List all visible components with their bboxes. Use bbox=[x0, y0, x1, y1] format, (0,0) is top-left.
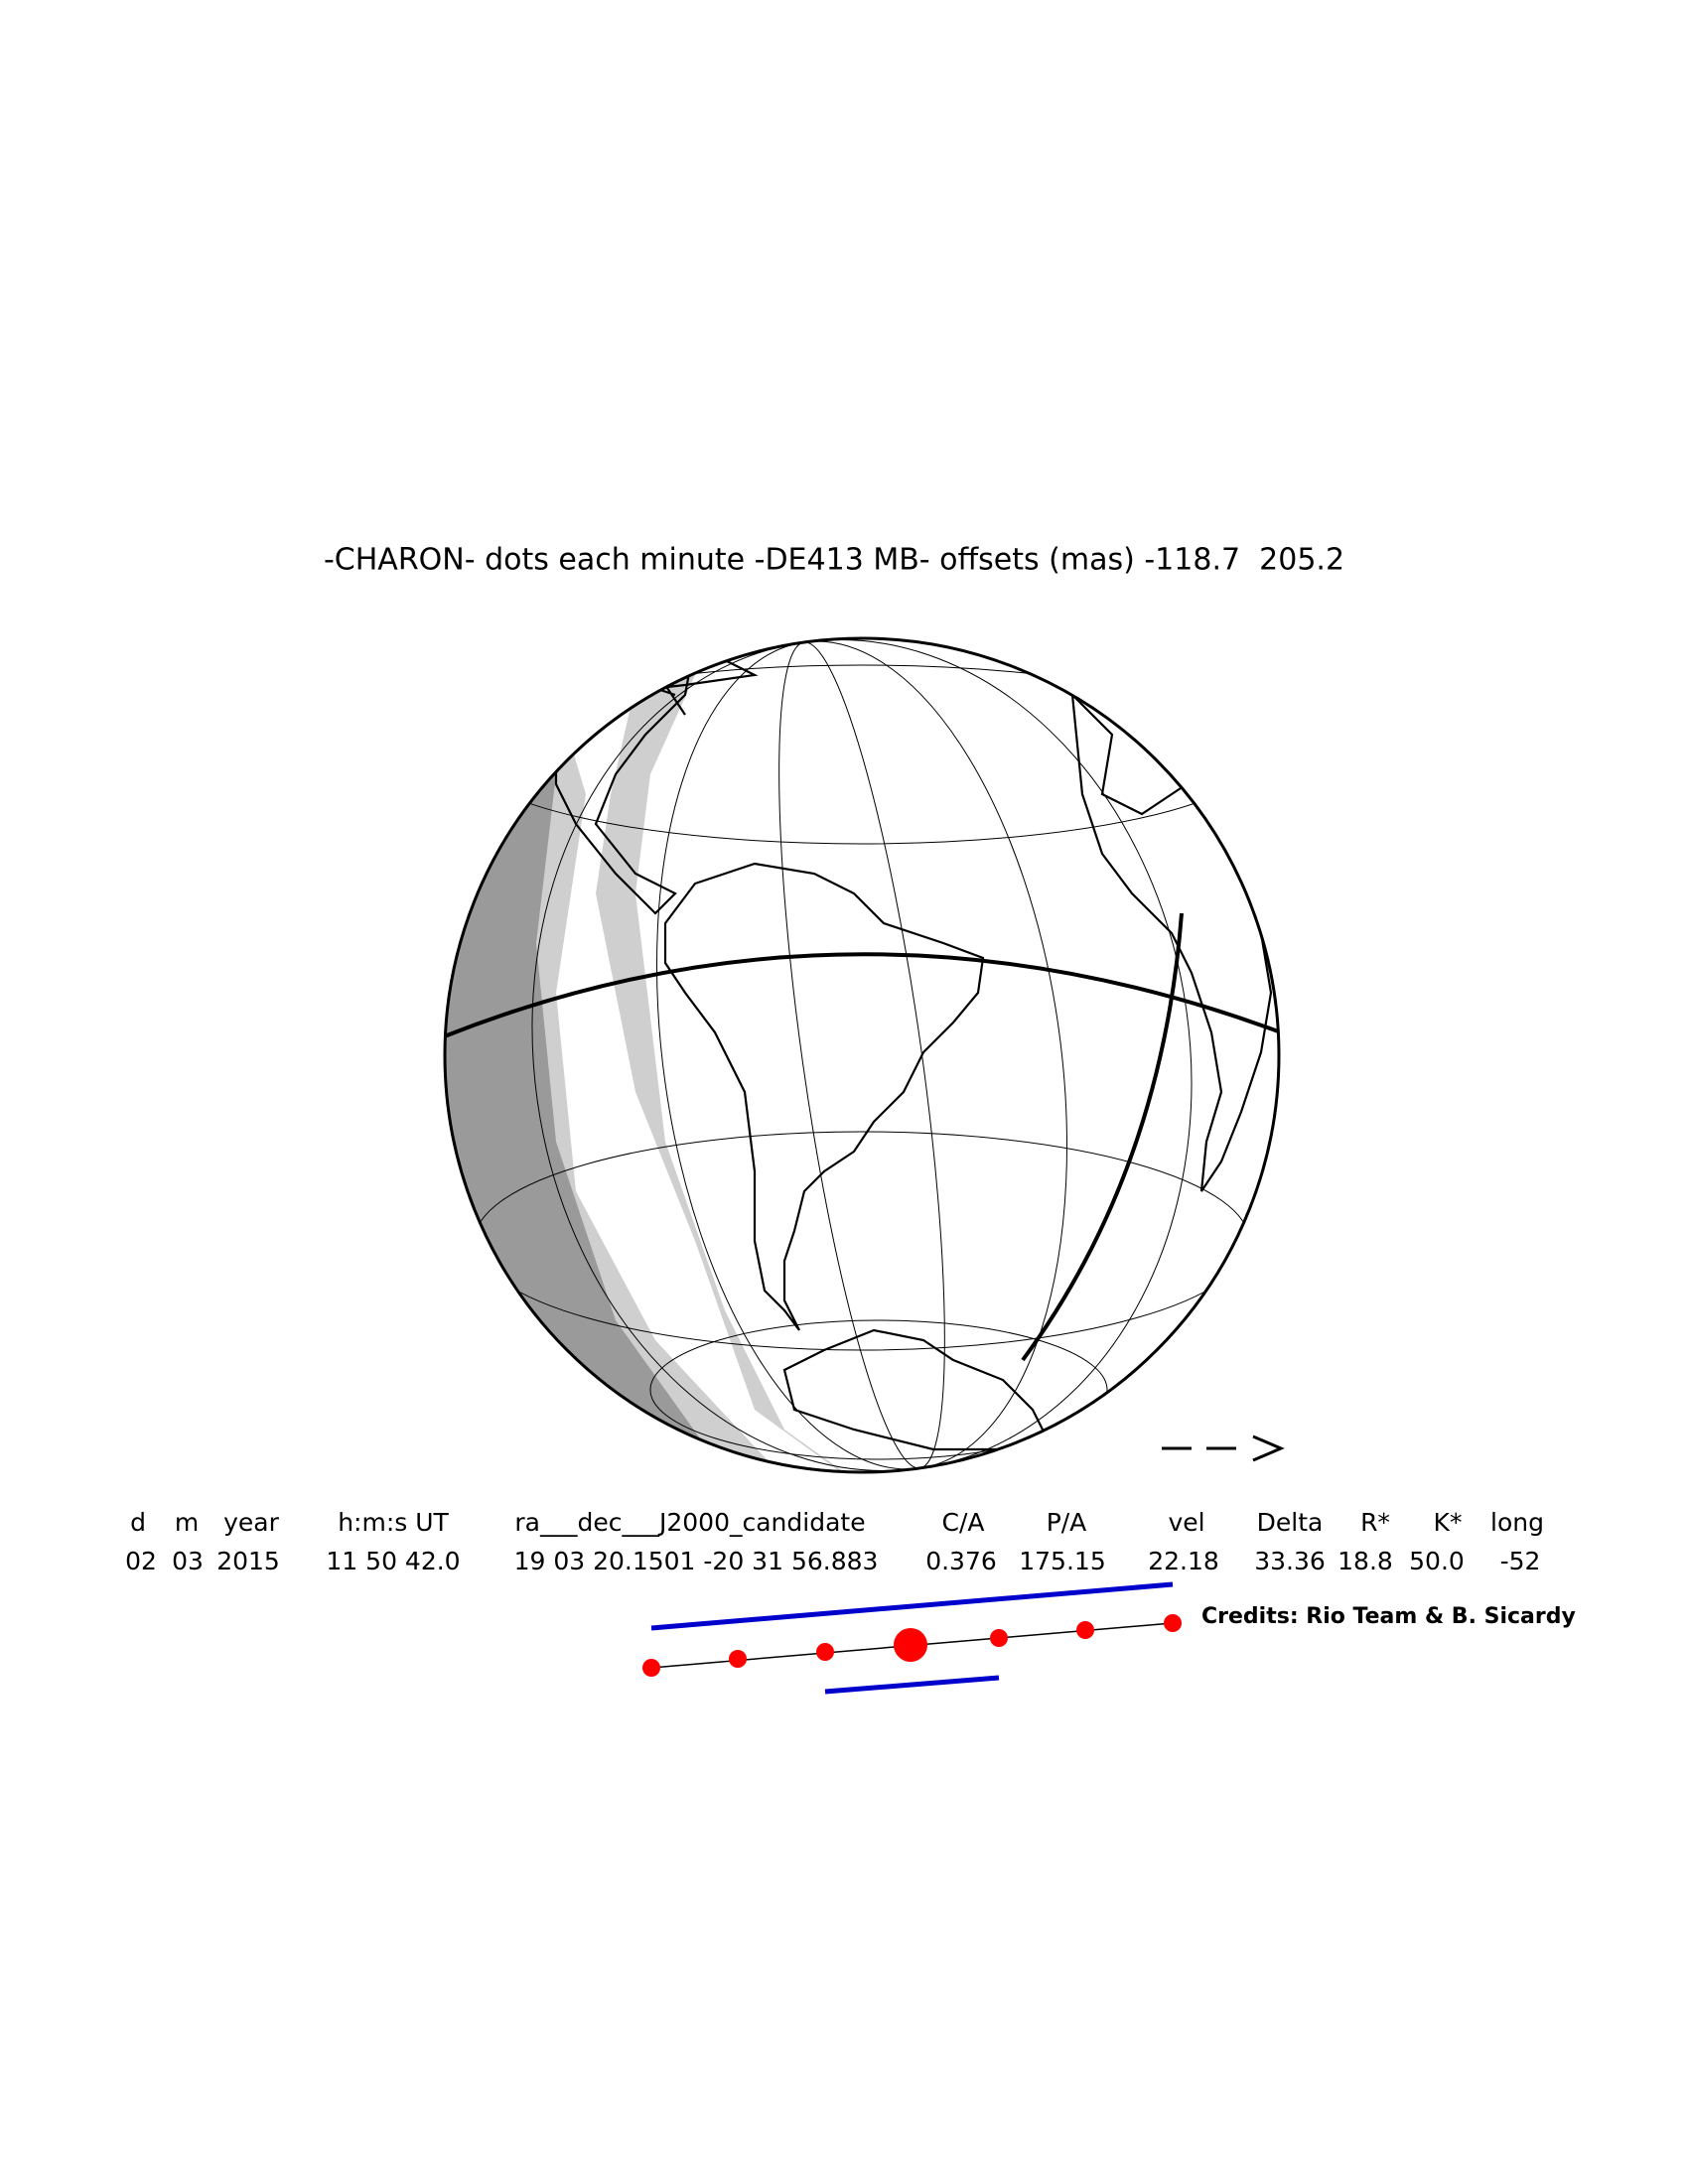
direction-arrow bbox=[1162, 1434, 1285, 1462]
header-cell: Delta bbox=[1257, 1508, 1324, 1537]
south-america bbox=[663, 862, 985, 1331]
globe-outline bbox=[443, 636, 1281, 1474]
shadow-limit bbox=[445, 952, 1279, 1039]
value-cell: 18.8 bbox=[1337, 1547, 1393, 1575]
minute-dot bbox=[990, 1629, 1008, 1647]
minute-dot bbox=[1076, 1621, 1094, 1639]
minute-dot bbox=[729, 1650, 747, 1668]
value-cell: 11 50 42.0 bbox=[326, 1547, 460, 1575]
globe bbox=[443, 636, 1281, 1474]
shadow-limit bbox=[1021, 912, 1184, 1362]
value-cell: 02 bbox=[125, 1547, 157, 1575]
header-cell: long bbox=[1490, 1508, 1544, 1537]
value-cell: 19 03 20.1501 -20 31 56.883 bbox=[514, 1547, 879, 1575]
antarctica bbox=[782, 1328, 1055, 1451]
minute-dot bbox=[642, 1659, 660, 1677]
header-cell: m bbox=[175, 1508, 199, 1537]
value-cell: 22.18 bbox=[1148, 1547, 1219, 1575]
limit-line bbox=[650, 1581, 1174, 1631]
minute-dot bbox=[1164, 1614, 1182, 1632]
header-cell: vel bbox=[1168, 1508, 1204, 1537]
header-cell: ra___dec___J2000_candidate bbox=[514, 1508, 865, 1537]
info-table: d m year h:m:s UT ra___dec___J2000_candidate… bbox=[125, 1508, 1544, 1575]
header-cell: P/A bbox=[1047, 1508, 1087, 1537]
value-cell: 0.376 bbox=[925, 1547, 997, 1575]
header-cell: h:m:s UT bbox=[338, 1508, 449, 1537]
africa-europe bbox=[1070, 692, 1273, 1192]
minute-dot bbox=[816, 1643, 834, 1661]
title: -CHARON- dots each minute -DE413 MB- off… bbox=[324, 543, 1344, 578]
header-cell: year bbox=[223, 1508, 279, 1537]
credits: Credits: Rio Team & B. Sicardy bbox=[1201, 1604, 1576, 1629]
value-cell: -52 bbox=[1500, 1547, 1541, 1575]
header-cell: R* bbox=[1360, 1508, 1390, 1537]
parallel bbox=[649, 1319, 1108, 1460]
value-cell: 03 bbox=[172, 1547, 204, 1575]
header-cell: C/A bbox=[942, 1508, 985, 1537]
globe-disc bbox=[445, 638, 1279, 1472]
limit-line bbox=[824, 1675, 1000, 1695]
value-cell: 2015 bbox=[216, 1547, 280, 1575]
chord-diagram bbox=[642, 1581, 1182, 1695]
header-cell: K* bbox=[1434, 1508, 1463, 1537]
value-cell: 175.15 bbox=[1019, 1547, 1105, 1575]
value-cell: 33.36 bbox=[1254, 1547, 1326, 1575]
header-cell: d bbox=[130, 1508, 146, 1537]
minute-dots bbox=[642, 1614, 1182, 1677]
central-dot bbox=[894, 1628, 927, 1662]
value-cell: 50.0 bbox=[1409, 1547, 1465, 1575]
